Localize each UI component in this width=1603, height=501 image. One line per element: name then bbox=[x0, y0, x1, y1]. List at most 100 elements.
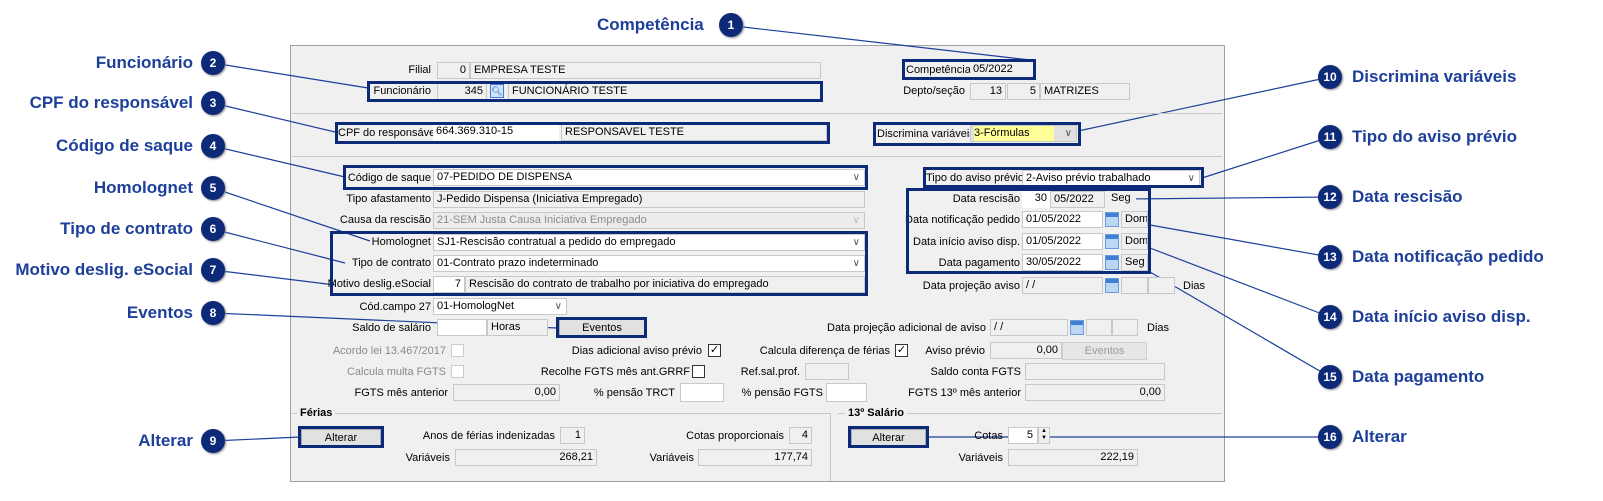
secao-code: 5 bbox=[1007, 83, 1040, 100]
cotas-proporcionais-label: Cotas proporcionais bbox=[686, 430, 784, 442]
callout-line-10 bbox=[1077, 76, 1331, 132]
multa-fgts-checkbox[interactable] bbox=[451, 365, 464, 378]
callout-label-2: Funcionário bbox=[95, 53, 193, 72]
calendar-icon[interactable] bbox=[1105, 234, 1119, 249]
callout-badge-9: 9 bbox=[201, 429, 225, 453]
callout-badge-4: 4 bbox=[201, 134, 225, 158]
data-inicio-weekday: Dom bbox=[1121, 233, 1148, 250]
callout-badge-14: 14 bbox=[1318, 305, 1342, 329]
callout-line-4 bbox=[212, 145, 346, 178]
recolhe-fgts-checkbox[interactable] bbox=[692, 365, 705, 378]
causa-rescisao-label: Causa da rescisão bbox=[339, 214, 431, 226]
pensao-trct-field[interactable] bbox=[680, 383, 724, 402]
saldo-label: Saldo de salário bbox=[352, 322, 431, 334]
codigo-saque-value: 07-PEDIDO DE DISPENSA bbox=[437, 171, 573, 183]
callout-line-13 bbox=[1149, 224, 1331, 258]
codigo-saque-select[interactable]: 07-PEDIDO DE DISPENSA ∨ bbox=[433, 169, 865, 186]
secao-name: MATRIZES bbox=[1040, 83, 1130, 100]
homolognet-group-highlight bbox=[330, 231, 868, 296]
dias-adicional-checkbox[interactable]: ✓ bbox=[708, 344, 721, 357]
calcula-dif-checkbox[interactable]: ✓ bbox=[895, 344, 908, 357]
depto-code: 13 bbox=[970, 83, 1006, 100]
discrimina-select[interactable]: 3-Fórmulas ∨ bbox=[970, 125, 1077, 142]
causa-rescisao-select: 21-SEM Justa Causa Iniciativa Empregado ∨ bbox=[433, 212, 865, 229]
motivo-code[interactable]: 7 bbox=[433, 276, 465, 293]
callout-label-1: Competência bbox=[597, 15, 704, 34]
callout-line-12 bbox=[1126, 196, 1331, 200]
tipo-contrato-select[interactable]: 01-Contrato prazo indeterminado ∨ bbox=[433, 255, 865, 272]
calcula-dif-label: Calcula diferença de férias bbox=[759, 345, 890, 357]
aviso-eventos-button[interactable]: Eventos bbox=[1062, 342, 1147, 360]
search-icon[interactable]: 🔍︎ bbox=[490, 84, 504, 98]
pensao-fgts-field[interactable] bbox=[826, 383, 867, 402]
callout-label-13: Data notificação pedido bbox=[1352, 247, 1544, 266]
callout-badge-6: 6 bbox=[201, 217, 225, 241]
data-notificacao-field[interactable]: 01/05/2022 bbox=[1022, 211, 1103, 228]
cpf-field[interactable]: 664.369.310-15 bbox=[433, 124, 559, 141]
ferias-alterar-highlight bbox=[298, 426, 384, 448]
callout-badge-1: 1 bbox=[719, 13, 743, 37]
data-proj-adic-dias: Dias bbox=[1147, 322, 1170, 334]
saldo-fgts-label: Saldo conta FGTS bbox=[930, 366, 1022, 378]
decimo-group-title: 13º Salário bbox=[845, 406, 907, 420]
multa-fgts-label: Calcula multa FGTS bbox=[346, 366, 446, 378]
calendar-icon[interactable] bbox=[1105, 212, 1119, 227]
filial-label: Filial bbox=[408, 64, 431, 76]
callout-badge-10: 10 bbox=[1318, 65, 1342, 89]
spin-down-icon[interactable]: ▼ bbox=[1041, 435, 1047, 441]
cotas-proporcionais-field: 4 bbox=[789, 427, 812, 444]
callout-label-12: Data rescisão bbox=[1352, 187, 1463, 206]
callout-label-4: Código de saque bbox=[56, 136, 193, 155]
cotas-spinner[interactable]: ▲ ▼ bbox=[1038, 427, 1050, 444]
data-pagamento-field[interactable]: 30/05/2022 bbox=[1022, 254, 1103, 271]
competencia-label: Competência bbox=[906, 64, 971, 76]
homolognet-label: Homolognet bbox=[371, 236, 431, 248]
decimo-alterar-button[interactable]: Alterar bbox=[851, 429, 926, 447]
competencia-field[interactable]: 05/2022 bbox=[970, 62, 1033, 79]
data-pagamento-weekday: Seg bbox=[1121, 254, 1148, 271]
eventos-highlight bbox=[556, 317, 647, 338]
funcionario-label: Funcionário bbox=[373, 85, 431, 97]
group-divider bbox=[830, 413, 831, 481]
homolognet-select[interactable]: SJ1-Rescisão contratual a pedido do empr… bbox=[433, 234, 865, 251]
data-proj-adic-box2 bbox=[1112, 319, 1138, 336]
calendar-icon[interactable] bbox=[1070, 320, 1084, 335]
anos-ferias-field: 1 bbox=[560, 427, 585, 444]
cod-campo27-select[interactable]: 01-HomologNet ∨ bbox=[433, 298, 567, 315]
data-rescisao-day[interactable]: 30 bbox=[1022, 191, 1050, 208]
callout-badge-15: 15 bbox=[1318, 365, 1342, 389]
tipo-aviso-value: 2-Aviso prévio trabalhado bbox=[1026, 172, 1151, 184]
spin-up-icon[interactable]: ▲ bbox=[1041, 428, 1047, 434]
tipo-contrato-label: Tipo de contrato bbox=[351, 257, 431, 269]
tipo-aviso-highlight bbox=[923, 167, 1204, 188]
data-notificacao-label: Data notificação pedido bbox=[905, 214, 1020, 226]
decimo-cotas-field[interactable]: 5 bbox=[1008, 427, 1038, 444]
callout-badge-3: 3 bbox=[201, 91, 225, 115]
discrimina-highlight bbox=[873, 122, 1081, 146]
acordo-checkbox[interactable] bbox=[451, 344, 464, 357]
fgts-anterior-label: FGTS mês anterior bbox=[354, 387, 448, 399]
saldo-units: Horas bbox=[487, 319, 548, 336]
calendar-icon[interactable] bbox=[1105, 278, 1119, 293]
data-projecao-dias: Dias bbox=[1183, 280, 1206, 292]
calendar-icon[interactable] bbox=[1105, 255, 1119, 270]
callout-line-1 bbox=[742, 26, 1031, 61]
fgts13-anterior-label: FGTS 13º mês anterior bbox=[908, 387, 1021, 399]
chevron-down-icon: ∨ bbox=[1064, 128, 1072, 139]
chevron-down-icon: ∨ bbox=[852, 237, 860, 248]
filial-name: EMPRESA TESTE bbox=[470, 62, 821, 79]
callout-label-11: Tipo do aviso prévio bbox=[1352, 127, 1517, 146]
ferias-variaveis-label: Variáveis bbox=[405, 452, 450, 464]
tipo-afastamento-field: J-Pedido Dispensa (Iniciativa Empregado) bbox=[433, 191, 865, 208]
codigo-saque-label: Código de saque bbox=[347, 172, 431, 184]
aviso-previo-label: Aviso prévio bbox=[925, 345, 985, 357]
homolognet-value: SJ1-Rescisão contratual a pedido do empr… bbox=[437, 236, 676, 248]
data-inicio-field[interactable]: 01/05/2022 bbox=[1022, 233, 1103, 250]
cpf-highlight bbox=[335, 122, 830, 144]
callout-badge-2: 2 bbox=[201, 51, 225, 75]
saldo-field[interactable] bbox=[437, 319, 487, 336]
callout-badge-13: 13 bbox=[1318, 245, 1342, 269]
callout-label-14: Data início aviso disp. bbox=[1352, 307, 1531, 326]
decimo-cotas-label: Cotas bbox=[974, 430, 1003, 442]
dias-adicional-label: Dias adicional aviso prévio bbox=[571, 345, 702, 357]
